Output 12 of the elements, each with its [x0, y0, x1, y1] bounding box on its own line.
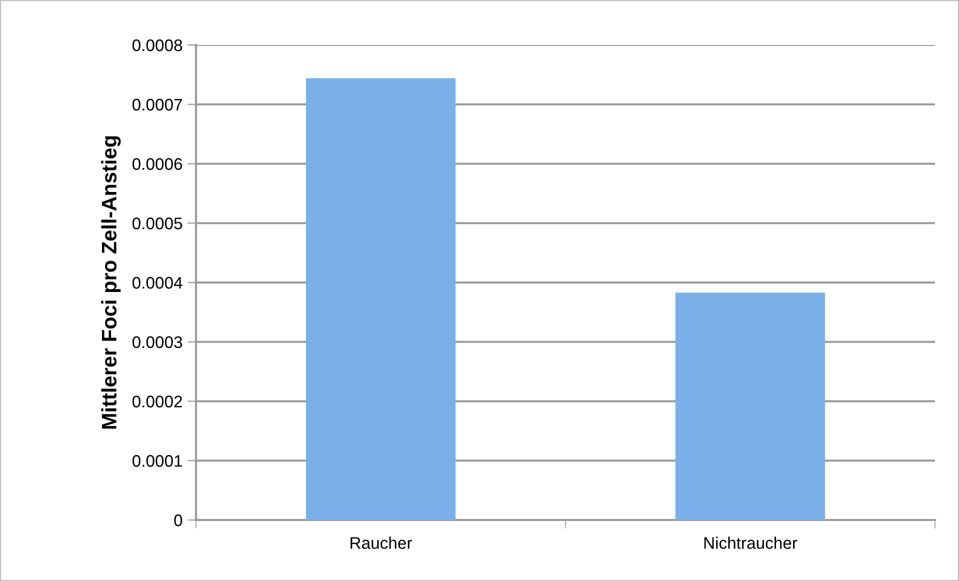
- x-tick-label: Nichtraucher: [704, 536, 798, 549]
- y-tick-label: 0.0002: [132, 396, 182, 408]
- y-tick-label: 0.0003: [132, 336, 182, 348]
- x-tick-label: Raucher: [350, 536, 412, 549]
- y-tick-label: 0.0004: [132, 276, 182, 289]
- y-tick-label: 0.0008: [132, 39, 182, 52]
- y-tick-label: 0.0001: [132, 455, 182, 467]
- y-tick-label: 0.0005: [132, 218, 182, 230]
- y-tick-label: 0.0007: [132, 98, 182, 111]
- y-axis-title: Mittlerer Foci pro Zell-Anstieg: [101, 136, 121, 429]
- y-tick-label: 0: [174, 514, 182, 526]
- y-tick-label: 0.0006: [132, 158, 182, 170]
